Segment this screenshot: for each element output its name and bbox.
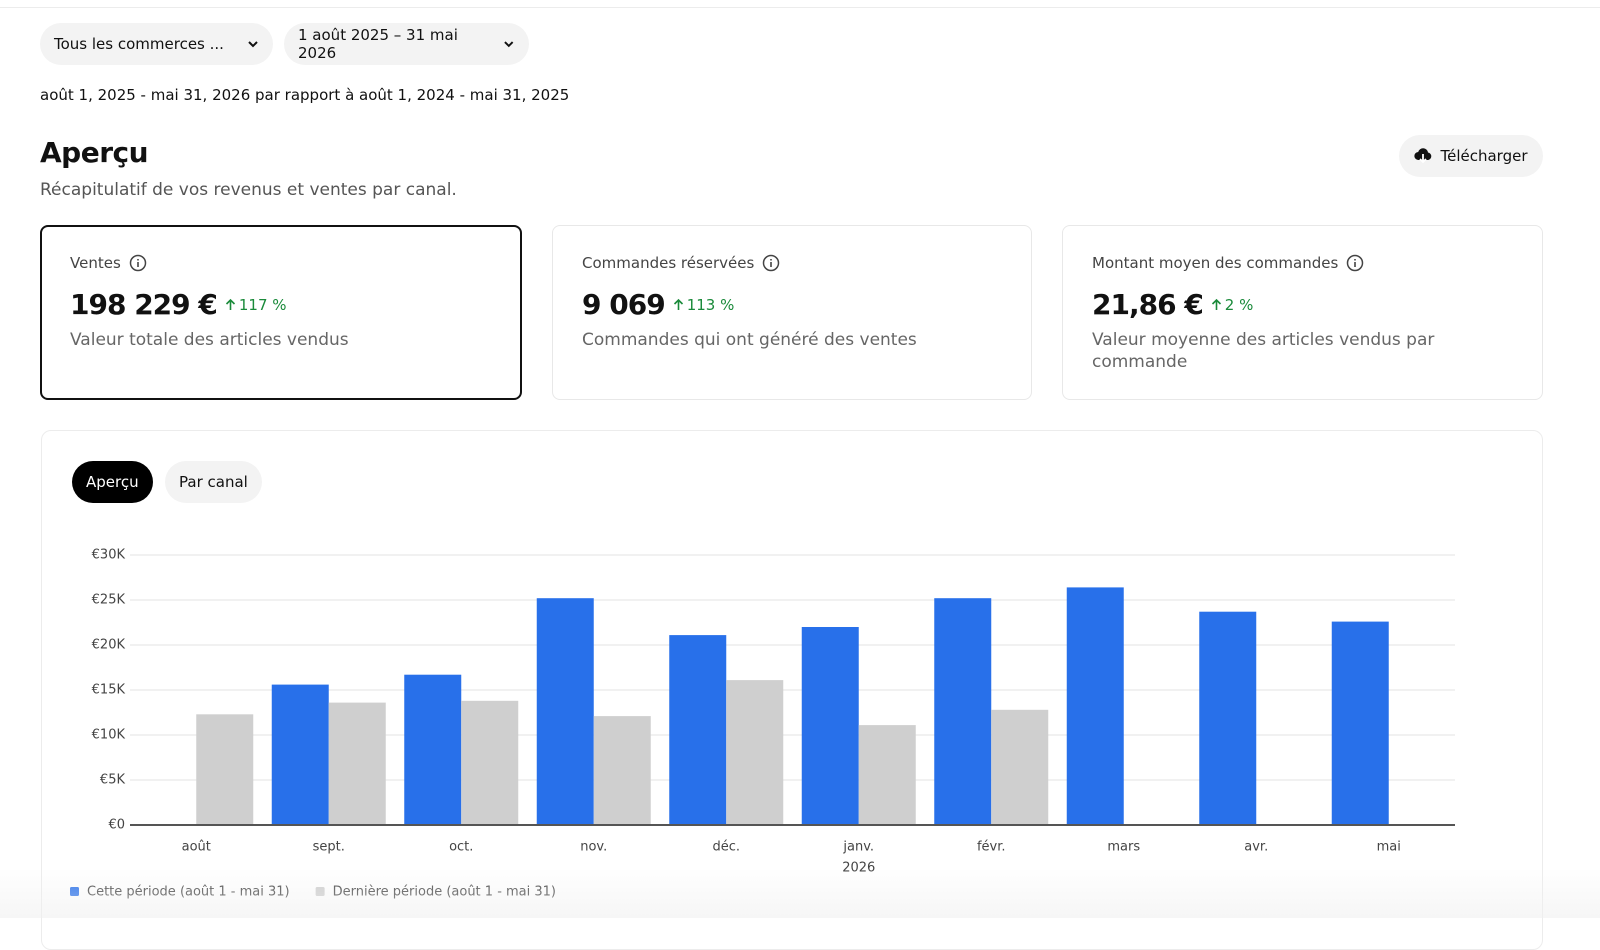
kpi-change: 2 % [1224,295,1254,314]
y-tick-label: €15K [92,683,126,698]
kpi-label: Commandes réservées [582,254,755,272]
download-icon [1414,148,1432,164]
page-title: Aperçu [40,136,149,169]
tab[interactable]: Par canal [165,461,262,503]
x-tick-label: janv. [842,840,874,855]
kpi-value: 21,86 € [1092,288,1204,321]
bar [196,714,254,825]
bar [669,635,727,825]
bar [461,700,519,825]
kpi-value: 9 069 [582,288,666,321]
kpi-value: 198 229 € [70,288,218,321]
bar [1331,621,1389,825]
store-filter[interactable]: Tous les commerces ... [40,23,273,65]
legend-swatch [315,887,325,896]
comparison-text: août 1, 2025 - mai 31, 2026 par rapport … [40,86,570,104]
up-arrow [225,298,235,310]
kpi-change: 117 % [238,295,287,314]
x-tick-label: mars [1107,840,1140,855]
info-icon[interactable] [129,254,147,272]
info-icon[interactable] [762,254,780,272]
page-subtitle: Récapitulatif de vos revenus et ventes p… [40,180,457,200]
bar [991,709,1049,825]
bar [801,627,859,825]
bar [271,684,329,825]
bar [593,716,651,825]
x-tick-label: sept. [313,840,345,855]
tab[interactable]: Aperçu [72,461,153,503]
chevron [504,41,514,48]
bar [536,598,594,825]
date-filter[interactable]: 1 août 2025 – 31 mai 2026 [284,23,529,65]
bar [858,725,916,825]
x-tick-label: févr. [977,840,1006,855]
kpi-label: Montant moyen des commandes [1092,254,1339,272]
date-filter-label: 1 août 2025 – 31 mai 2026 [298,26,458,62]
bar [1199,611,1257,825]
chevron [248,41,258,48]
bar [404,674,462,825]
legend-swatch [70,887,79,896]
x-tick-label: avr. [1244,840,1268,855]
kpi-card[interactable]: Montant moyen des commandes 21,86 € 2 % V… [1062,225,1543,400]
y-tick-label: €20K [92,638,126,653]
y-tick-label: €30K [92,548,126,563]
divider [0,7,1600,8]
chart: €0 €5K €10K €15K €20K €25K €30K août sept. oct. no… [70,548,1455,900]
download-label: Télécharger [1440,147,1528,165]
bar [934,598,992,825]
x-tick-label: oct. [449,840,473,855]
bar [1066,587,1124,825]
download-button[interactable]: Télécharger [1399,135,1543,177]
legend-label: Cette période (août 1 - mai 31) [87,885,290,900]
info-icon[interactable] [1346,254,1364,272]
kpi-card[interactable]: Commandes réservées 9 069 113 % Commandes… [552,225,1032,400]
x-tick-label: août [182,840,211,855]
y-tick-label: €10K [92,728,126,743]
kpi-description: Valeur moyenne des articles vendus par c… [1092,330,1435,372]
up-arrow [1211,298,1221,310]
up-arrow [673,298,683,310]
y-tick-label: €0 [108,818,125,833]
kpi-description: Commandes qui ont généré des ventes [582,330,917,350]
kpi-card[interactable]: Ventes 198 229 € 117 % Valeur totale des … [40,225,522,400]
legend-label: Dernière période (août 1 - mai 31) [333,885,556,900]
x-tick-label: déc. [712,840,740,855]
kpi-change: 113 % [686,295,735,314]
bar [726,680,784,825]
y-tick-label: €25K [92,593,126,608]
kpi-description: Valeur totale des articles vendus [70,330,349,350]
kpi-label: Ventes [70,254,121,272]
y-tick-label: €5K [100,773,126,788]
x-tick-label: nov. [580,840,607,855]
x-tick-label: mai [1377,840,1401,855]
page: Tous les commerces ... 1 août 2025 – 31 … [0,7,1600,950]
store-filter-label: Tous les commerces ... [54,35,224,53]
bar [328,702,386,825]
x-sublabel: 2026 [842,861,875,876]
